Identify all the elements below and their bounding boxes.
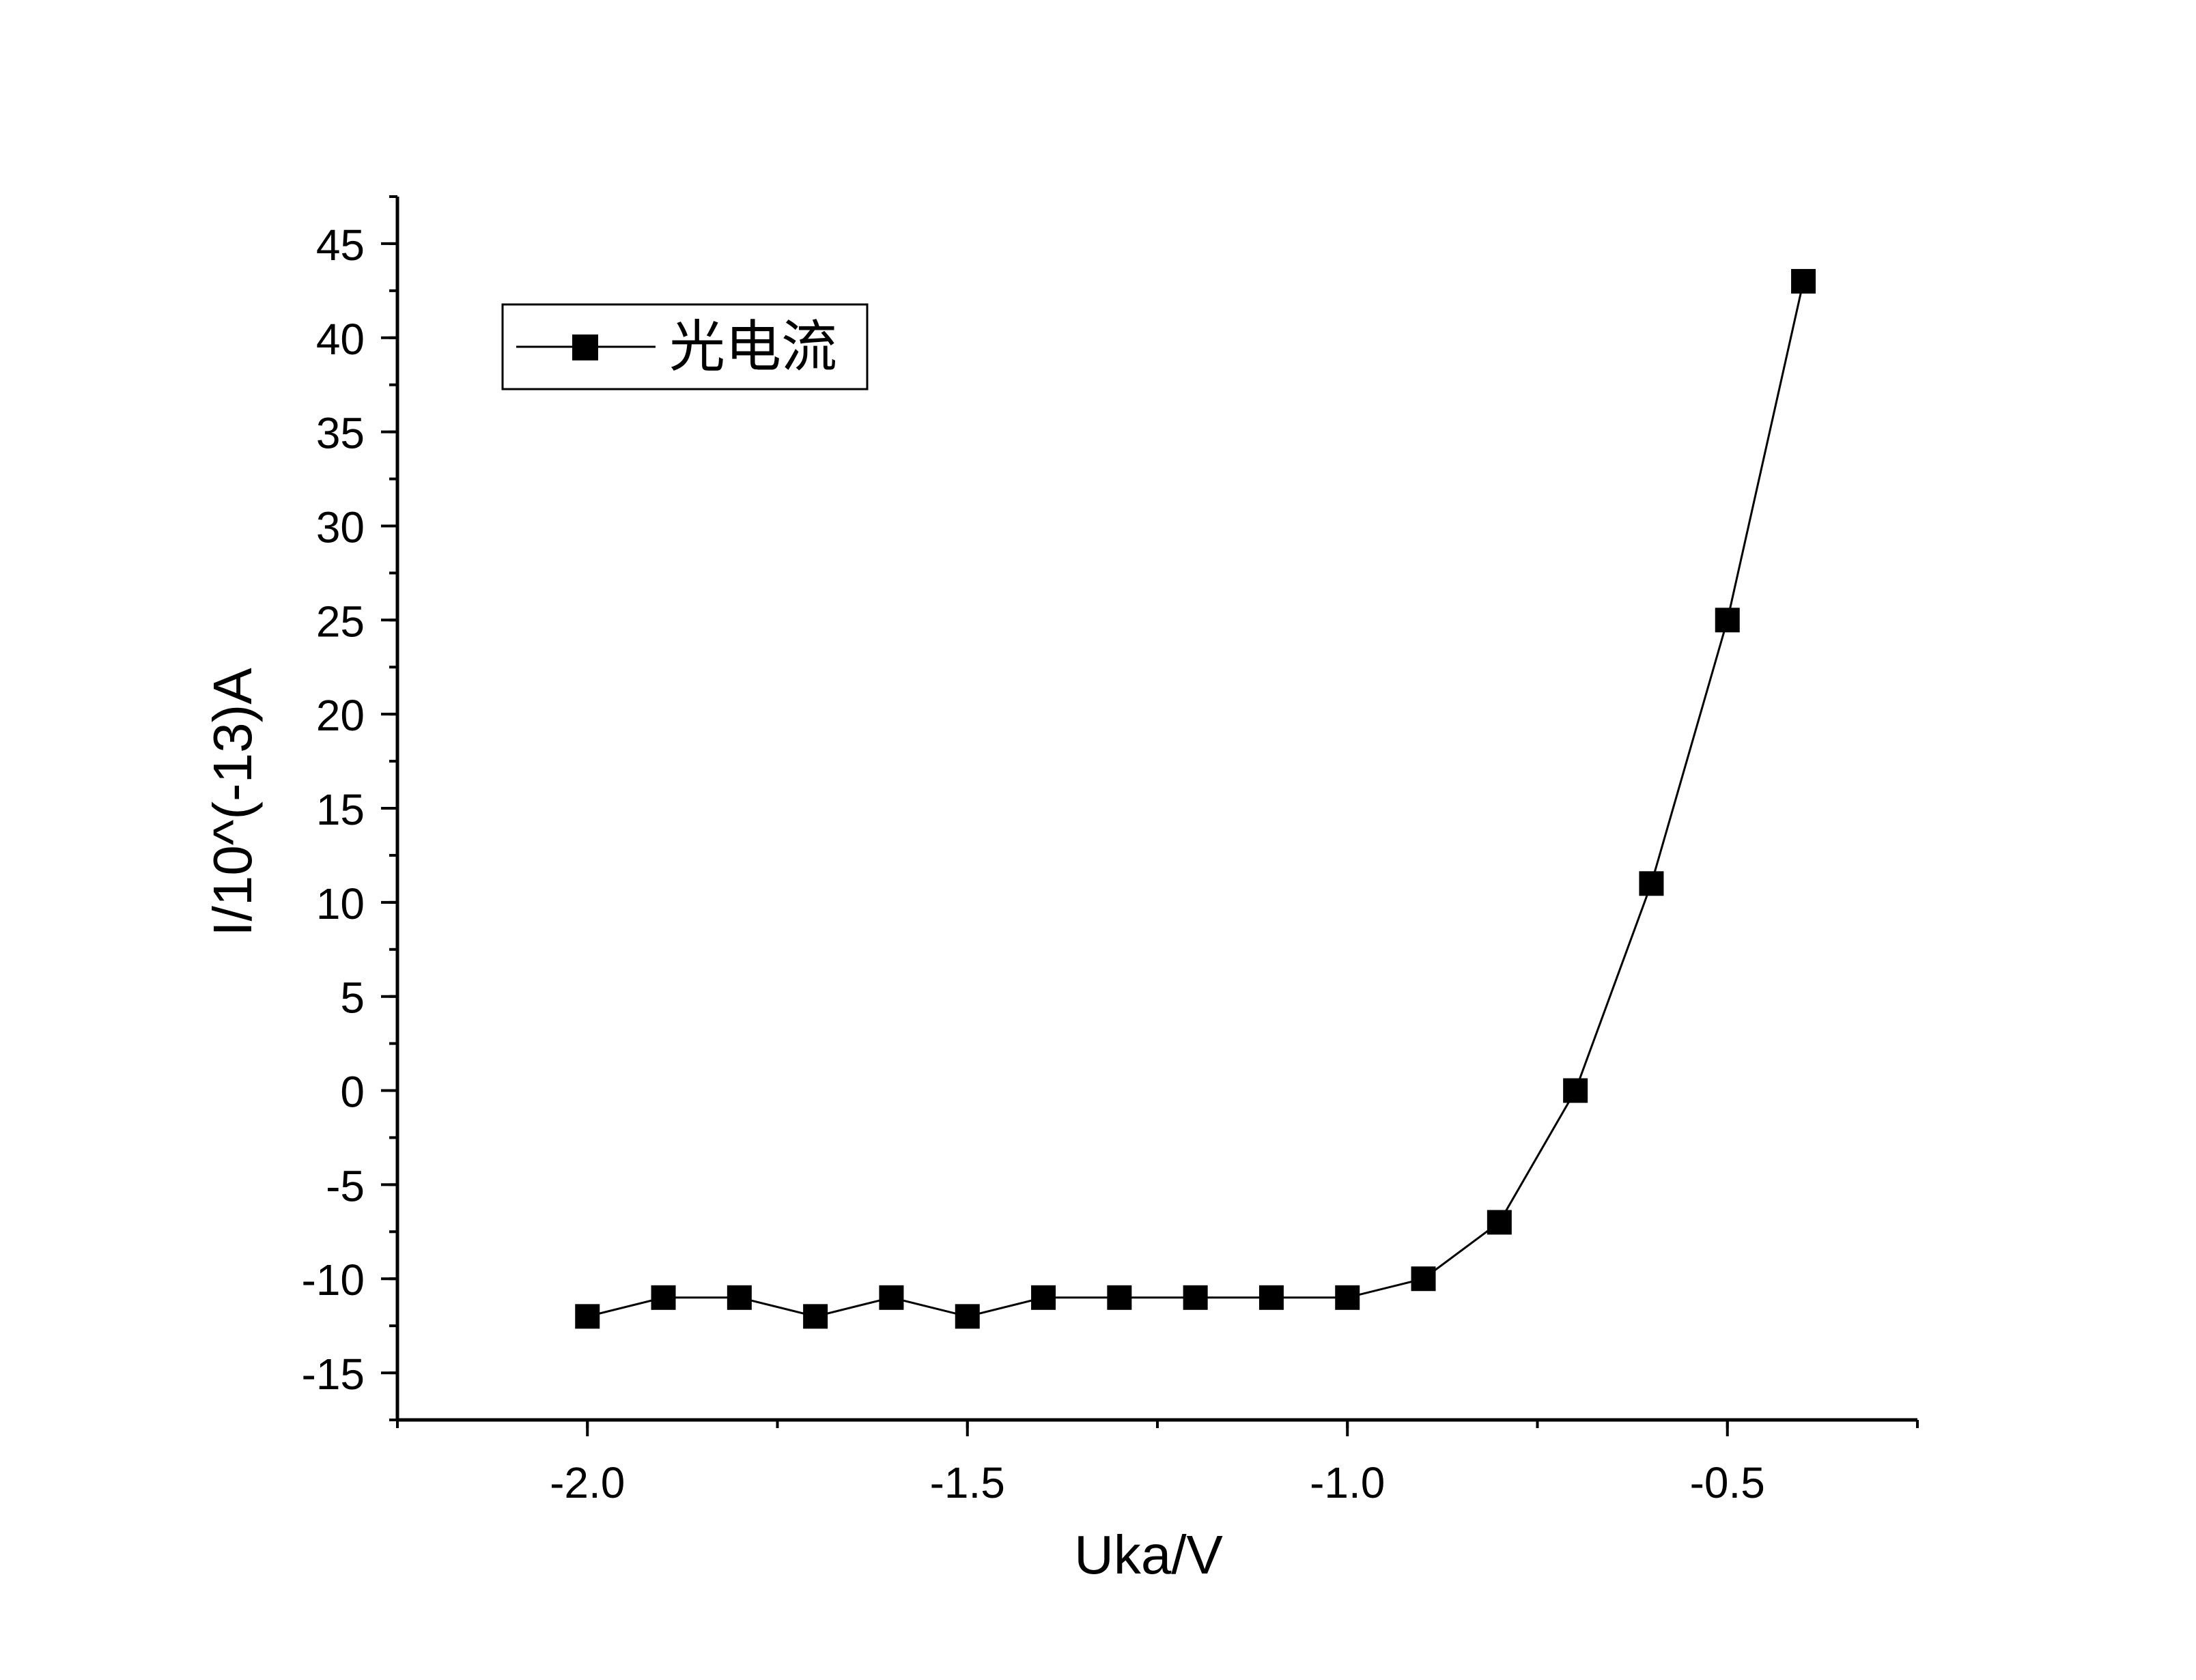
- data-point: [1107, 1285, 1132, 1310]
- y-tick-label: 10: [316, 879, 365, 928]
- data-point: [1335, 1285, 1360, 1310]
- x-tick-label: -0.5: [1690, 1458, 1765, 1507]
- y-tick-label: -5: [326, 1161, 365, 1210]
- x-tick-label: -2.0: [550, 1458, 625, 1507]
- x-axis-label: Uka/V: [1074, 1524, 1223, 1585]
- data-point: [803, 1304, 828, 1329]
- y-tick-label: 40: [316, 315, 365, 364]
- y-tick-label: 5: [340, 973, 365, 1023]
- x-tick-label: -1.5: [930, 1458, 1005, 1507]
- legend-label: 光电流: [669, 316, 837, 378]
- data-point: [1791, 269, 1816, 294]
- y-axis-label: I/10^(-13)A: [202, 668, 263, 937]
- data-point: [1487, 1210, 1512, 1235]
- data-point: [1031, 1285, 1056, 1310]
- y-tick-label: 0: [340, 1068, 365, 1117]
- x-tick-label: -1.0: [1310, 1458, 1385, 1507]
- data-point: [879, 1285, 904, 1310]
- y-tick-label: 15: [316, 785, 365, 834]
- data-point: [1411, 1266, 1436, 1292]
- data-point: [575, 1304, 600, 1329]
- data-point: [1715, 608, 1740, 633]
- data-point: [651, 1285, 676, 1310]
- y-axis-ticks: -15 -10 -5 0 5 10 15 20 25 30 35 40 45: [302, 195, 397, 1421]
- data-point: [955, 1304, 980, 1329]
- legend: 光电流: [501, 303, 869, 390]
- legend-marker: [572, 334, 598, 360]
- x-axis-ticks: -2.0 -1.5 -1.0 -0.5: [396, 1420, 1919, 1507]
- data-point: [1258, 1285, 1284, 1310]
- data-point: [727, 1285, 752, 1310]
- y-tick-label: -15: [302, 1350, 365, 1399]
- y-tick-label: 45: [316, 220, 365, 270]
- y-tick-label: 25: [316, 597, 365, 646]
- y-tick-label: 30: [316, 502, 365, 552]
- data-point: [1563, 1078, 1588, 1103]
- series-layer: [575, 269, 1816, 1329]
- y-tick-label: 20: [316, 691, 365, 740]
- y-tick-label: 35: [316, 409, 365, 458]
- data-point: [1183, 1285, 1208, 1310]
- data-point: [1639, 871, 1664, 896]
- y-tick-label: -10: [302, 1255, 365, 1305]
